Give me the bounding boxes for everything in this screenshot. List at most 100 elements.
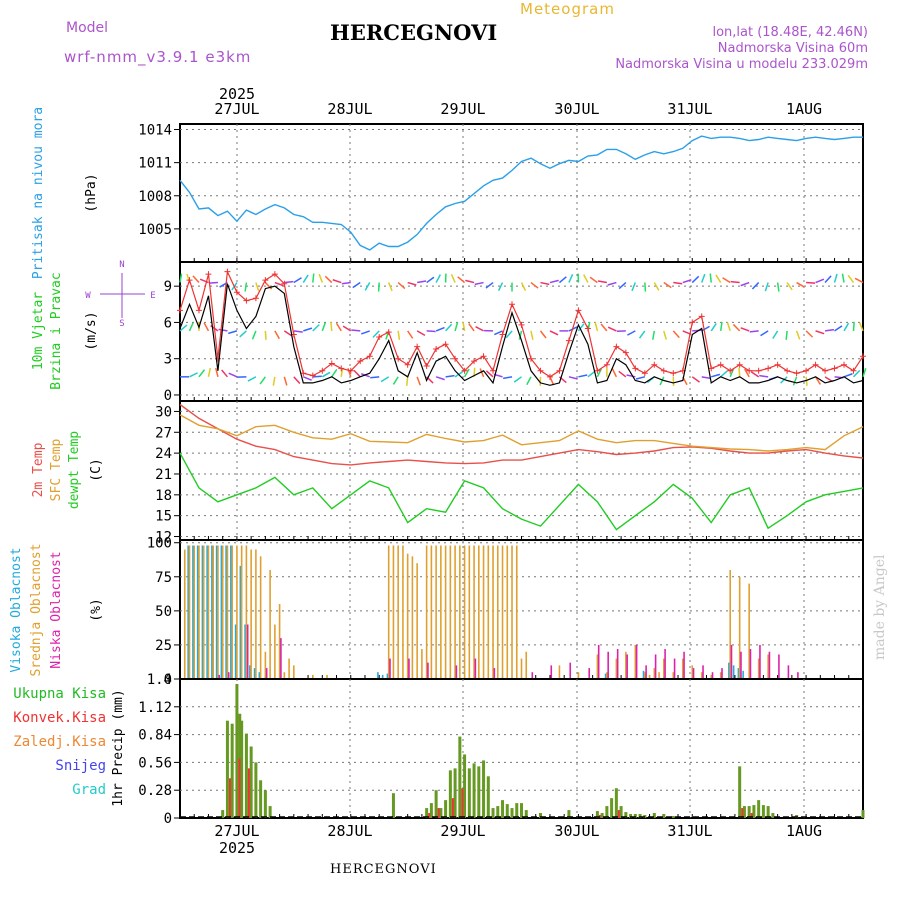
precip-bar [638, 814, 642, 818]
wind-arrow [188, 322, 194, 332]
wind-max-marker [527, 355, 534, 362]
wind-arrow [744, 368, 750, 378]
precip-bar [501, 800, 505, 818]
series-line-2m-temp [179, 403, 864, 466]
date-label-bottom: 27JUL [214, 822, 259, 840]
wind-max-marker [509, 301, 516, 308]
model-elevation-label: Nadmorska Visina u modelu 233.029m [615, 57, 868, 72]
model-label: Model [66, 20, 109, 36]
wind-arrow [558, 276, 567, 284]
wind-max-marker [584, 325, 591, 332]
wind-arrow [854, 277, 864, 284]
panel-wind: 0 3 6 9 [164, 261, 867, 404]
wind-arrow [247, 376, 257, 382]
mid-cloud-axis-label: Srednja Oblacnost [29, 543, 44, 676]
wind-arrow [454, 322, 459, 332]
wind-arrow [203, 322, 210, 332]
y-tick-label: 24 [155, 446, 172, 462]
panel-temperature: 12 15 18 21 24 27 30 [155, 400, 864, 546]
precip-bar [771, 813, 775, 818]
wind-arrow [611, 368, 618, 378]
precip-bar [671, 816, 675, 818]
wind-arrow [852, 369, 861, 378]
wind-arrow [792, 376, 798, 386]
wind-arrow [332, 279, 342, 284]
wind-max-marker [385, 329, 392, 336]
precip-bar [391, 793, 395, 818]
y-tick-label: 1.12 [138, 700, 172, 716]
wind-max-marker [281, 280, 288, 287]
wind-arrow [653, 282, 660, 291]
precip-legend-item: Zaledj.Kisa [13, 734, 106, 750]
wind-arrow [450, 274, 456, 283]
wind-arrow [426, 330, 436, 333]
precip-legend-item: Ukupna Kisa [13, 686, 106, 702]
wind-arrow [682, 279, 692, 284]
wind-arrow [568, 274, 574, 283]
conv-precip-bar [461, 788, 464, 818]
wind-max-marker [414, 343, 421, 350]
wind-arrow [750, 371, 760, 378]
wind-arrow [568, 376, 578, 380]
precip-bar [225, 720, 229, 818]
wind-arrow [806, 281, 816, 284]
wind-max-marker [328, 360, 335, 367]
wind-arrow [407, 281, 417, 286]
lonlat-label: lon,lat (18.48E, 42.46N) [712, 25, 868, 40]
wind-arrow [626, 374, 636, 378]
precip-bar [520, 803, 523, 818]
wind-arrow [251, 330, 257, 340]
wind-max-marker [765, 365, 772, 372]
wind-arrow [749, 330, 759, 333]
wind-arrow [635, 376, 646, 380]
conv-precip-bar [437, 808, 440, 818]
wind-arrow [264, 330, 267, 340]
wind-max-marker [205, 271, 212, 278]
wind-arrow [361, 330, 370, 335]
wind-arrow [407, 330, 414, 339]
compass-cross [100, 273, 145, 318]
wind-arrow [852, 321, 855, 331]
precip-bar [752, 805, 756, 818]
wind-arrow [729, 368, 735, 378]
wind-arrow [715, 274, 722, 283]
panel-precip: 0 0.28 0.56 0.84 1.12 1.4 [138, 672, 865, 827]
model-value: wrf-nmm_v3.9.1 e3km [64, 48, 252, 66]
y-tick-label: 1008 [138, 189, 172, 205]
precip-bar [757, 800, 761, 818]
precip-bar [439, 808, 443, 818]
wind-arrow [549, 330, 559, 336]
wind-arrow [607, 281, 617, 286]
precip-bar [624, 812, 628, 818]
wind-arrow [663, 330, 667, 340]
wind-max-marker [518, 321, 525, 328]
y-tick-label: 0 [164, 672, 172, 688]
wind-max-marker [641, 370, 648, 377]
wind-arrow [351, 329, 361, 332]
meteogram-label: Meteogram [520, 0, 615, 18]
y-tick-label: 21 [155, 467, 172, 483]
wind-max-marker [471, 358, 478, 365]
precip-bar [486, 776, 490, 818]
wind-max-marker [404, 361, 411, 368]
wind-arrow [740, 281, 750, 287]
precip-bar [610, 798, 614, 818]
wind-max-marker [423, 362, 430, 369]
precip-bar [453, 768, 457, 818]
wind-arrow [228, 330, 238, 335]
conv-precip-bar [238, 758, 241, 818]
year-label-top: 2025 [219, 85, 255, 103]
wind-arrow [833, 273, 838, 283]
wind-arrow [342, 325, 352, 332]
wind-max-marker [490, 367, 497, 374]
wind-arrow [530, 330, 534, 340]
wind-arrow [284, 280, 294, 284]
wind-arrow [199, 278, 209, 284]
panel-cloud: 0 25 50 75 100 [147, 536, 864, 688]
wind-arrow [293, 376, 301, 385]
compass-s: S [119, 319, 124, 329]
low-cloud-axis-label: Niska Oblacnost [49, 551, 64, 668]
date-label-bottom: 28JUL [327, 822, 372, 840]
wind-arrow [751, 282, 760, 290]
wind-arrow [435, 326, 445, 332]
